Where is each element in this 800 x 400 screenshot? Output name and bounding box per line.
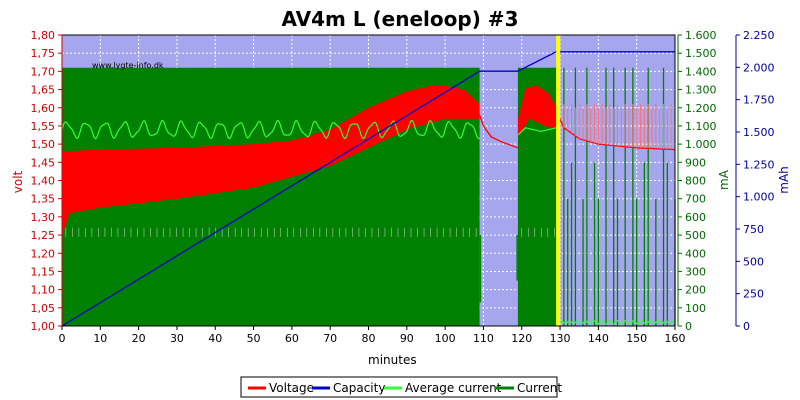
volt-tick-label: 1,25	[31, 229, 56, 242]
capacity-series	[61, 51, 675, 327]
average-current-series	[61, 119, 676, 326]
x-tick-label: 60	[285, 332, 299, 345]
voltage-rest	[478, 114, 519, 149]
x-tick-label: 20	[132, 332, 146, 345]
x-tick-label: 70	[323, 332, 337, 345]
ma-tick-label: 500	[685, 229, 706, 242]
legend-entry: Voltage	[269, 381, 314, 395]
x-axis-label: minutes	[368, 353, 417, 367]
mah-tick-label: 750	[743, 223, 764, 236]
x-tick-label: 90	[400, 332, 414, 345]
mah-tick-label: 1.750	[743, 94, 775, 107]
ma-tick-label: 900	[685, 156, 706, 169]
volt-tick-label: 1,70	[31, 65, 56, 78]
volt-tick-label: 1,55	[31, 120, 56, 133]
mah-tick-label: 2.250	[743, 29, 775, 42]
x-tick-label: 120	[511, 332, 532, 345]
x-tick-label: 80	[362, 332, 376, 345]
plot-area: www.lygte-info.dk	[61, 34, 676, 327]
volt-tick-label: 1,65	[31, 84, 56, 97]
x-tick-label: 0	[59, 332, 66, 345]
volt-tick-label: 1,40	[31, 175, 56, 188]
legend: Voltage Capacity Average current Current	[240, 376, 562, 398]
legend-entry: Capacity	[333, 381, 385, 395]
chart-title: AV4m L (eneloop) #3	[282, 7, 519, 31]
voltage-tail	[557, 114, 676, 151]
volt-tick-label: 1,05	[31, 302, 56, 315]
ma-tick-label: 1.100	[685, 120, 717, 133]
legend-entry: Current	[517, 381, 562, 395]
x-tick-label: 130	[550, 332, 571, 345]
volt-tick-label: 1,80	[31, 29, 56, 42]
ma-tick-label: 600	[685, 211, 706, 224]
y-axis-label-volt: volt	[11, 170, 25, 193]
volt-tick-label: 1,75	[31, 47, 56, 60]
volt-tick-label: 1,30	[31, 211, 56, 224]
marker-line	[556, 35, 561, 326]
volt-tick-label: 1,35	[31, 193, 56, 206]
mah-tick-label: 1.250	[743, 158, 775, 171]
axes: 0 10 20 30 40 50 60 70 80 90 100 110 120 130 140 150 160…	[31, 29, 775, 345]
voltage-band-2	[517, 85, 557, 137]
ma-tick-label: 1.500	[685, 47, 717, 60]
volt-tick-label: 1,20	[31, 247, 56, 260]
x-tick-label: 140	[588, 332, 609, 345]
mah-tick-label: 500	[743, 255, 764, 268]
capacity-line	[61, 51, 675, 327]
ma-tick-label: 300	[685, 265, 706, 278]
ma-tick-label: 1.200	[685, 102, 717, 115]
volt-tick-label: 1,10	[31, 284, 56, 297]
ma-tick-label: 700	[685, 193, 706, 206]
y-axis-label-ma: mA	[717, 169, 731, 190]
volt-tick-label: 1,00	[31, 320, 56, 333]
x-tick-label: 160	[665, 332, 686, 345]
volt-tick-label: 1,15	[31, 265, 56, 278]
x-tick-label: 40	[208, 332, 222, 345]
ma-tick-label: 1.300	[685, 84, 717, 97]
x-tick-label: 50	[247, 332, 261, 345]
average-current-line-2	[517, 127, 557, 136]
ma-tick-label: 100	[685, 302, 706, 315]
x-tick-label: 30	[170, 332, 184, 345]
x-tick-label: 150	[626, 332, 647, 345]
y-axis-label-mah: mAh	[777, 166, 791, 194]
mah-tick-label: 2.000	[743, 61, 775, 74]
ma-tick-label: 1.400	[685, 65, 717, 78]
volt-tick-label: 1,60	[31, 102, 56, 115]
x-tick-label: 10	[93, 332, 107, 345]
mah-tick-label: 1.000	[743, 191, 775, 204]
mah-tick-label: 1.500	[743, 126, 775, 139]
ma-tick-label: 200	[685, 284, 706, 297]
watermark: www.lygte-info.dk	[92, 61, 164, 70]
average-current-tail	[557, 319, 676, 326]
legend-entry: Average current	[405, 381, 502, 395]
average-current-line	[61, 119, 480, 140]
x-tick-label: 110	[473, 332, 494, 345]
mah-tick-label: 250	[743, 288, 764, 301]
ma-tick-label: 0	[685, 320, 692, 333]
volt-tick-label: 1,45	[31, 156, 56, 169]
mah-tick-label: 0	[743, 320, 750, 333]
ma-tick-label: 800	[685, 175, 706, 188]
ma-tick-label: 400	[685, 247, 706, 260]
series-layer	[61, 34, 676, 327]
volt-tick-label: 1,50	[31, 138, 56, 151]
ma-tick-label: 1.600	[685, 29, 717, 42]
ma-tick-label: 1.000	[685, 138, 717, 151]
x-tick-label: 100	[435, 332, 456, 345]
